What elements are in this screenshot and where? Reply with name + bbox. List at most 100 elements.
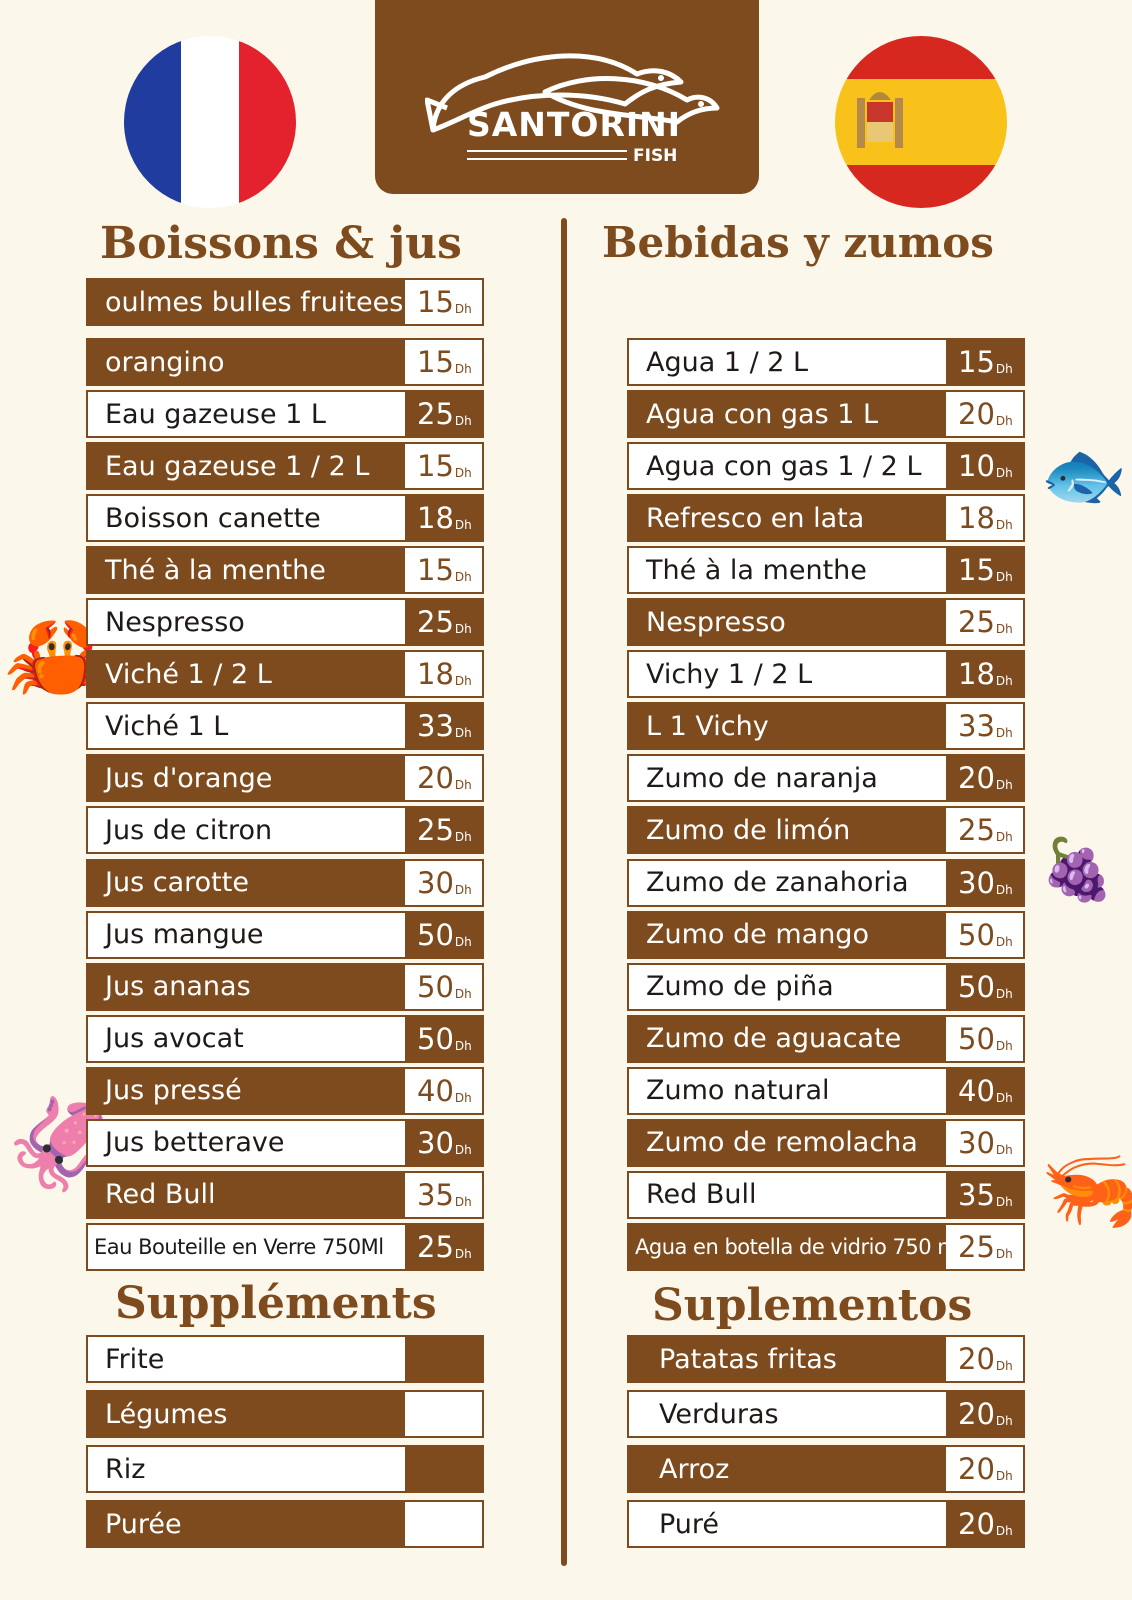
menu-item-row: Jus d'orange 20 Dh (86, 754, 484, 803)
item-price: 25 Dh (405, 392, 482, 437)
item-name: Frite (88, 1337, 405, 1381)
item-name: Red Bull (629, 1172, 946, 1217)
shrimp-motif: 🦐 (1040, 1143, 1132, 1236)
menu-item-row: Jus pressé 40 Dh (86, 1066, 484, 1115)
price-unit: Dh (454, 830, 472, 845)
price-unit: Dh (454, 1038, 472, 1053)
menu-item-row: Viché 1 L 33 Dh (86, 702, 484, 751)
item-price: 10 Dh (946, 444, 1023, 489)
item-name: Agua con gas 1 L (629, 392, 946, 437)
menu-item-row: Arroz 20 Dh (627, 1445, 1025, 1493)
price-value: 20 (958, 397, 995, 432)
price-value: 50 (417, 917, 454, 952)
menu-item-row: Thé à la menthe 15 Dh (86, 546, 484, 595)
price-value: 15 (417, 285, 454, 319)
french-flag-icon (124, 36, 296, 208)
price-value: 40 (958, 1073, 995, 1108)
es-supplements-heading: Suplementos (652, 1280, 973, 1331)
item-name: Zumo de limón (629, 808, 946, 853)
price-unit: Dh (995, 466, 1013, 481)
price-value: 25 (417, 397, 454, 432)
price-unit: Dh (995, 1359, 1013, 1373)
item-price (405, 1502, 482, 1546)
menu-item-row: orangino 15 Dh (86, 338, 484, 386)
brand-name: SANTORINI (467, 105, 682, 144)
item-price: 15 Dh (405, 548, 482, 593)
price-unit: Dh (454, 570, 472, 585)
price-unit: Dh (454, 362, 472, 376)
price-unit: Dh (454, 1246, 472, 1261)
menu-item-row: Red Bull 35 Dh (86, 1170, 484, 1219)
item-price: 50 Dh (946, 1016, 1023, 1061)
menu-item-row: Boisson canette 18 Dh (86, 494, 484, 543)
item-name: Purée (88, 1502, 405, 1546)
price-unit: Dh (454, 1194, 472, 1209)
item-name: Zumo de remolacha (629, 1120, 946, 1165)
price-value: 35 (958, 1177, 995, 1212)
price-unit: Dh (454, 674, 472, 689)
menu-item-row: Agua con gas 1 L 20 Dh (627, 390, 1025, 439)
menu-item-row: Eau gazeuse 1 L 25 Dh (86, 390, 484, 439)
price-value: 18 (417, 657, 454, 692)
item-price: 15 Dh (946, 548, 1023, 593)
item-price: 18 Dh (946, 496, 1023, 541)
price-value: 25 (417, 1229, 454, 1264)
item-name: Zumo de zanahoria (629, 860, 946, 905)
price-unit: Dh (995, 362, 1013, 376)
price-unit: Dh (454, 778, 472, 793)
price-unit: Dh (995, 622, 1013, 637)
fr-drinks-heading: Boissons & jus (100, 218, 462, 269)
price-value: 15 (958, 553, 995, 588)
flag-stripe (238, 36, 296, 208)
price-value: 20 (958, 1507, 995, 1541)
price-value: 30 (958, 865, 995, 900)
price-value: 50 (958, 969, 995, 1004)
item-price: 15 Dh (405, 280, 482, 324)
price-value: 20 (958, 1397, 995, 1431)
logo-rule (467, 150, 627, 152)
item-price: 20 Dh (946, 1337, 1023, 1381)
menu-item-row: Jus betterave 30 Dh (86, 1118, 484, 1167)
price-unit: Dh (454, 622, 472, 637)
item-price: 33 Dh (405, 704, 482, 749)
price-unit: Dh (995, 934, 1013, 949)
item-name: orangino (88, 340, 405, 384)
price-unit: Dh (995, 518, 1013, 533)
price-unit: Dh (454, 934, 472, 949)
item-price: 20 Dh (946, 756, 1023, 801)
item-price: 40 Dh (946, 1068, 1023, 1113)
item-price: 15 Dh (946, 340, 1023, 384)
spanish-flag-icon (835, 36, 1007, 208)
logo-rule (467, 158, 627, 160)
item-name: oulmes bulles fruitees (88, 280, 405, 324)
menu-item-row: Jus carotte 30 Dh (86, 858, 484, 907)
menu-item-row: Jus ananas 50 Dh (86, 962, 484, 1011)
price-value: 18 (958, 501, 995, 536)
item-price: 35 Dh (946, 1172, 1023, 1217)
price-value: 30 (417, 865, 454, 900)
price-value: 25 (958, 605, 995, 640)
menu-item-row: Puré 20 Dh (627, 1500, 1025, 1548)
item-price: 25 Dh (405, 808, 482, 853)
menu-item-row: Jus avocat 50 Dh (86, 1014, 484, 1063)
item-price: 50 Dh (405, 912, 482, 957)
price-value: 18 (417, 501, 454, 536)
item-name: Nespresso (629, 600, 946, 645)
item-price: 18 Dh (946, 652, 1023, 697)
price-value: 20 (958, 1452, 995, 1486)
price-value: 20 (958, 1342, 995, 1376)
price-unit: Dh (995, 1469, 1013, 1483)
price-unit: Dh (995, 986, 1013, 1001)
menu-item-row: Zumo de aguacate 50 Dh (627, 1014, 1025, 1063)
item-price: 50 Dh (405, 1016, 482, 1061)
item-price (405, 1337, 482, 1381)
item-price: 18 Dh (405, 652, 482, 697)
item-name: Vichy 1 / 2 L (629, 652, 946, 697)
item-name: Agua 1 / 2 L (629, 340, 946, 384)
brand-subtitle: FISH (633, 146, 678, 166)
item-name: Zumo de mango (629, 912, 946, 957)
item-name: Jus avocat (88, 1016, 405, 1061)
price-unit: Dh (454, 302, 472, 316)
price-unit: Dh (995, 882, 1013, 897)
menu-item-row: Thé à la menthe 15 Dh (627, 546, 1025, 595)
